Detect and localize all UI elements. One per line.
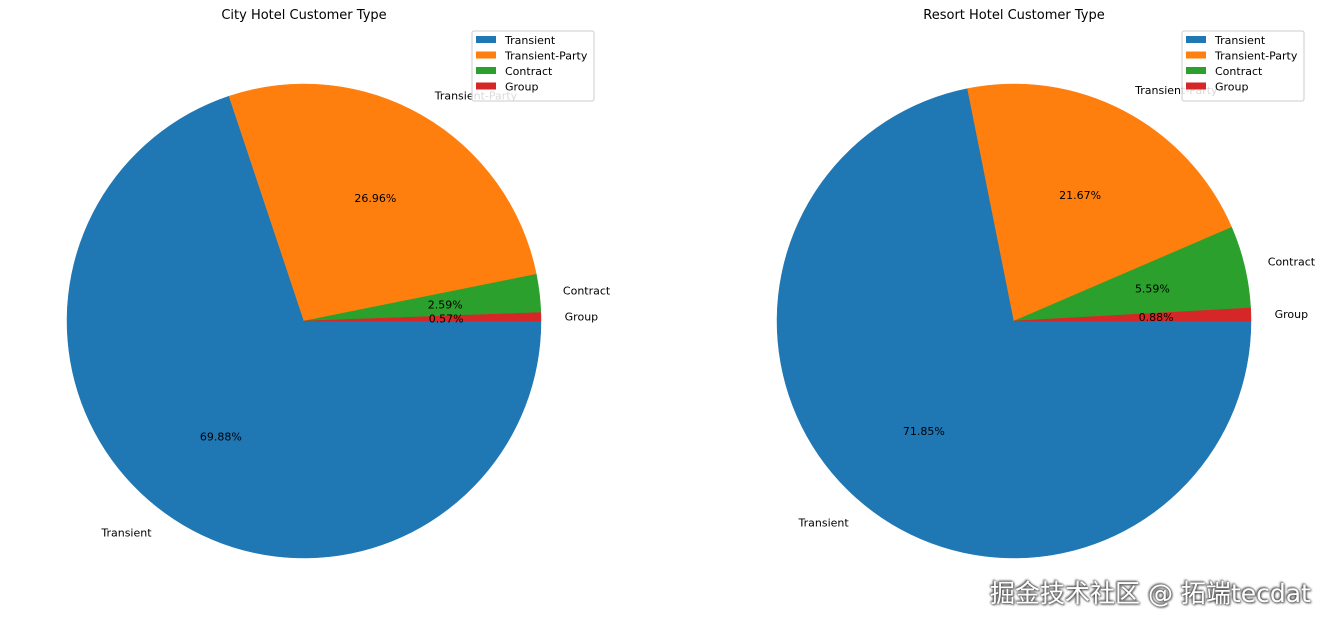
resort-legend-swatch-contract	[1186, 67, 1206, 74]
city-legend-swatch-group	[476, 82, 496, 90]
city-legend-label-contract: Contract	[505, 65, 553, 78]
watermark: 掘金技术社区 @ 拓端tecdat	[990, 579, 1311, 608]
resort-wedge-transient	[776, 88, 1252, 559]
resort-chart-title: Resort Hotel Customer Type	[923, 8, 1104, 23]
resort-wedge-label-transient: Transient	[798, 517, 850, 530]
resort-legend-label-contract: Contract	[1215, 65, 1263, 78]
resort-legend-swatch-transient	[1186, 36, 1206, 43]
city-pct-label-transient-party: 26.96%	[354, 192, 396, 205]
resort-pct-label-contract: 5.59%	[1135, 282, 1170, 295]
city-legend-frame	[471, 30, 595, 102]
city-wedge-transient-party	[228, 83, 537, 322]
resort-wedge-transient-party	[967, 83, 1233, 322]
resort-wedge-label-group: Group	[1275, 308, 1309, 321]
resort-wedge-label-contract: Contract	[1268, 255, 1316, 268]
resort-legend-label-transient: Transient	[1214, 34, 1266, 47]
resort-legend: Transient Transient-Party Contract Group	[1181, 30, 1305, 102]
city-legend-label-group: Group	[505, 81, 539, 94]
city-wedge-label-transient: Transient	[100, 526, 152, 539]
city-pct-label-contract: 2.59%	[428, 298, 463, 311]
city-wedge-label-contract: Contract	[563, 285, 611, 298]
city-pct-label-transient: 69.88%	[200, 430, 242, 443]
resort-legend-label-group: Group	[1215, 81, 1249, 94]
city-wedge-transient	[66, 95, 542, 559]
city-legend-swatch-transient	[476, 36, 496, 43]
city-chart-title: City Hotel Customer Type	[221, 8, 386, 23]
resort-legend-swatch-transient-party	[1186, 51, 1206, 59]
city-legend-swatch-contract	[476, 67, 496, 74]
resort-wedge-group	[1013, 307, 1252, 322]
city-wedge-group	[303, 312, 542, 322]
city-legend-swatch-transient-party	[476, 51, 496, 59]
resort-hotel-pie-chart: Resort Hotel Customer Type Transient 71.85…	[776, 8, 1316, 559]
city-hotel-pie-chart: City Hotel Customer Type Transient 69.88% T…	[66, 8, 611, 559]
resort-legend-label-transient-party: Transient-Party	[1214, 50, 1298, 63]
resort-pct-label-transient-party: 21.67%	[1059, 189, 1101, 202]
city-wedge-label-group: Group	[565, 310, 599, 323]
city-legend: Transient Transient-Party Contract Group	[471, 30, 595, 102]
city-legend-label-transient: Transient	[504, 34, 556, 47]
resort-pct-label-transient: 71.85%	[903, 425, 945, 438]
city-pct-label-group: 0.57%	[429, 312, 464, 325]
resort-pct-label-group: 0.88%	[1139, 311, 1174, 324]
resort-legend-frame	[1181, 30, 1305, 102]
resort-legend-swatch-group	[1186, 82, 1206, 90]
city-legend-label-transient-party: Transient-Party	[504, 50, 588, 63]
